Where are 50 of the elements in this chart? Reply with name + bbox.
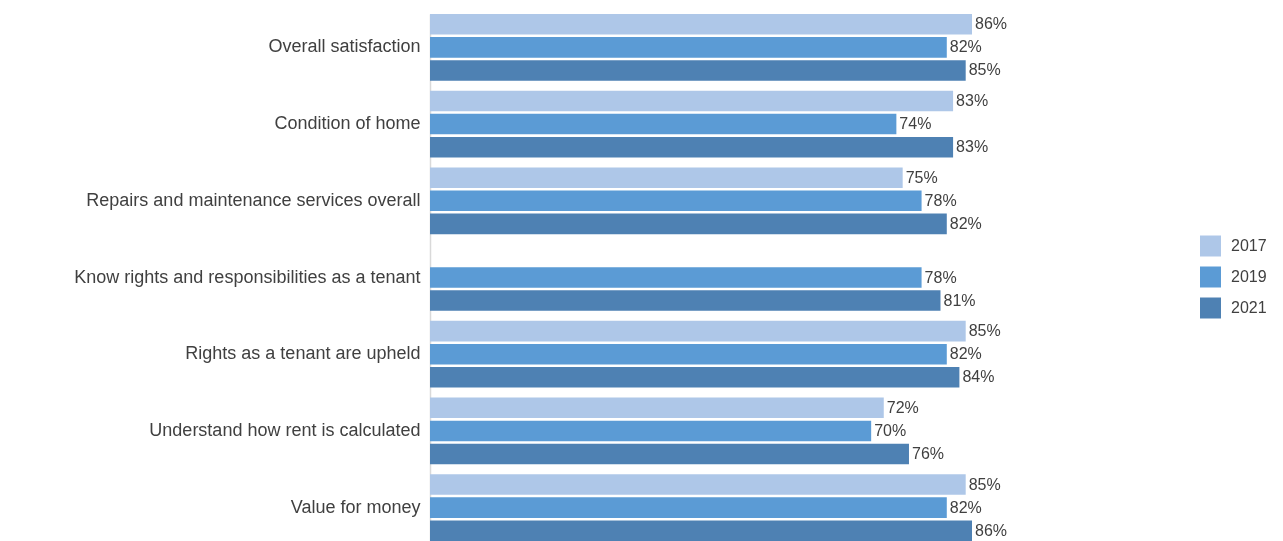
data-label: 78%	[924, 268, 957, 286]
y-tick-label: Know rights and responsibilities as a tenant	[74, 266, 421, 287]
data-label: 82%	[949, 345, 982, 363]
data-label: 82%	[949, 38, 982, 56]
y-tick-label: Rights as a tenant are upheld	[185, 343, 421, 364]
y-tick-label: Overall satisfaction	[268, 36, 421, 57]
data-label: 85%	[968, 61, 1001, 79]
data-label: 82%	[949, 498, 982, 516]
data-label: 83%	[956, 138, 989, 156]
bar	[430, 420, 872, 442]
bar	[430, 320, 966, 342]
data-label: 84%	[962, 368, 995, 386]
bar	[430, 90, 954, 112]
bar	[430, 343, 947, 365]
data-label: 70%	[874, 421, 907, 439]
bar	[430, 190, 922, 212]
legend-label: 2021	[1231, 299, 1267, 316]
y-tick-label: Repairs and maintenance services overall	[86, 189, 421, 210]
bar	[430, 474, 966, 495]
bar	[430, 60, 966, 81]
data-label: 85%	[968, 322, 1001, 340]
bar	[430, 167, 903, 188]
bar	[430, 497, 947, 518]
data-label: 85%	[968, 475, 1001, 493]
data-label: 74%	[899, 115, 932, 133]
data-label: 81%	[943, 291, 976, 309]
bar	[430, 267, 922, 288]
y-tick-label: Value for money	[290, 496, 421, 517]
data-label: 83%	[956, 91, 989, 109]
data-label: 75%	[905, 168, 938, 186]
data-label: 78%	[924, 191, 957, 209]
bar	[430, 397, 884, 419]
data-label: 82%	[949, 214, 982, 232]
data-label: 86%	[975, 521, 1008, 539]
bar	[430, 14, 972, 35]
bar	[430, 367, 960, 388]
legend-label: 2019	[1231, 268, 1267, 285]
bar	[430, 213, 947, 235]
bar	[430, 290, 941, 311]
legend-label: 2017	[1231, 237, 1267, 254]
bar	[430, 136, 954, 158]
bar	[430, 37, 947, 58]
data-label: 72%	[886, 398, 919, 416]
data-label: 86%	[975, 15, 1008, 33]
y-tick-label: Understand how rent is calculated	[149, 419, 421, 440]
bar	[430, 520, 972, 541]
bar	[430, 443, 909, 465]
data-label: 76%	[911, 445, 945, 463]
bar	[430, 113, 897, 135]
y-tick-label: Condition of home	[274, 113, 421, 134]
